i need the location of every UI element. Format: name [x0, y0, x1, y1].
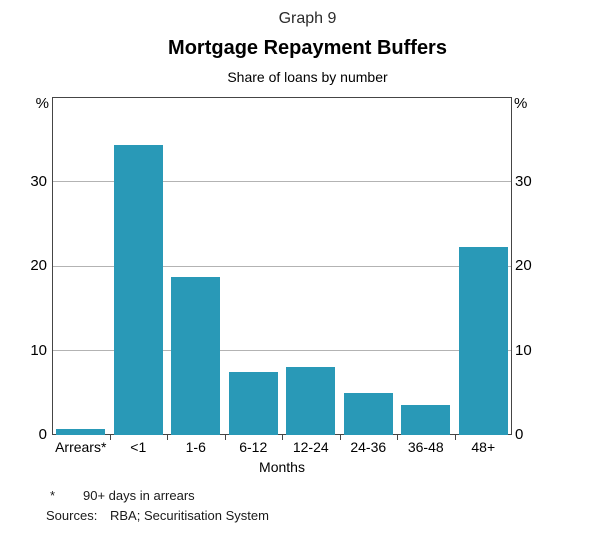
x-axis-title: Months: [259, 459, 305, 475]
x-category-label: 1-6: [185, 439, 206, 455]
y-tick-label-left: 10: [30, 341, 47, 359]
bar-1-6: [171, 276, 221, 435]
y-axis-unit-right: %: [514, 95, 528, 112]
y-tick-label-right: 0: [515, 426, 524, 443]
y-tick-label-left: 20: [30, 257, 47, 274]
x-tick: [339, 435, 341, 440]
x-tick: [167, 435, 168, 440]
x-tick: [109, 435, 111, 440]
bar-12-24: [286, 366, 336, 435]
x-category-label: 12-24: [292, 439, 329, 455]
x-category-label: Arrears*: [55, 439, 107, 455]
x-category-label: 36-48: [407, 439, 444, 455]
sources-text: RBA; Securitisation System: [110, 508, 269, 523]
bar-36-48: [401, 404, 451, 435]
y-axis-unit-left: %: [35, 95, 49, 112]
x-tick: [224, 435, 226, 440]
y-tick-label-right: 20: [515, 257, 532, 274]
chart-title: Mortgage Repayment Buffers: [168, 37, 447, 59]
sources-label: Sources:: [46, 508, 98, 523]
x-category-label: 24-36: [350, 439, 387, 455]
bar-6-12: [228, 371, 278, 435]
footnote-asterisk-text: 90+ days in arrears: [83, 488, 195, 503]
y-tick-label-right: 10: [515, 341, 532, 359]
gridline: [53, 181, 511, 182]
x-category-label: <1: [130, 439, 147, 455]
gridline: [53, 265, 511, 267]
bar-Arrears*: [56, 429, 106, 435]
x-tick: [397, 435, 398, 440]
footnote-asterisk-marker: *: [50, 488, 56, 503]
bar-<1: [113, 145, 163, 435]
gridline: [53, 350, 511, 351]
x-category-label: 48+: [471, 439, 496, 455]
y-tick-label-left: 0: [38, 426, 47, 443]
x-tick: [282, 435, 283, 440]
bar-24-36: [343, 392, 393, 435]
bar-48+: [458, 247, 508, 435]
x-tick: [454, 435, 456, 440]
x-category-label: 6-12: [239, 439, 268, 455]
graph-number-label: Graph 9: [278, 10, 337, 27]
y-tick-label-right: 30: [515, 172, 532, 190]
chart-subtitle: Share of loans by number: [227, 69, 388, 85]
y-tick-label-left: 30: [30, 172, 47, 190]
